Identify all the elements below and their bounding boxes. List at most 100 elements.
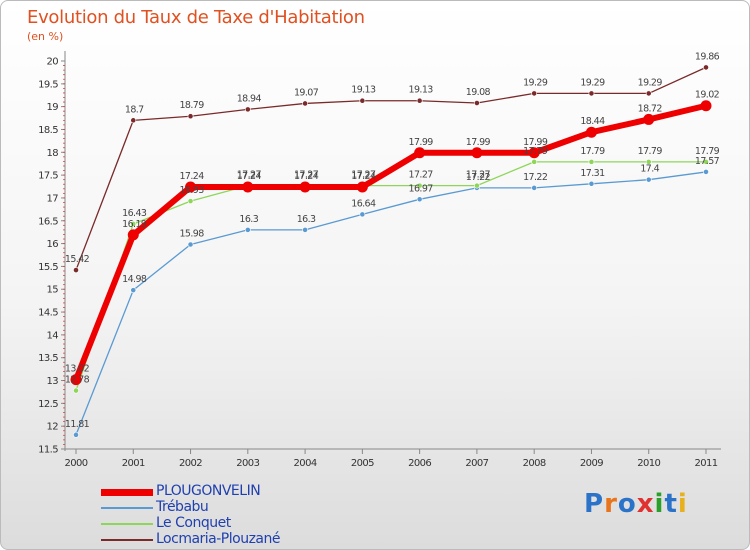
data-label: 18.79 [179, 100, 204, 111]
data-label: 17.24 [179, 171, 204, 182]
logo-letter: o [617, 489, 637, 519]
data-label: 19.29 [638, 77, 663, 88]
data-point [531, 184, 538, 191]
data-point [244, 226, 251, 233]
data-point [185, 181, 197, 193]
data-label: 17.31 [580, 168, 605, 179]
data-label: 17.99 [466, 137, 491, 148]
y-tick-label: 15.5 [38, 262, 58, 273]
legend-swatch [101, 488, 153, 496]
x-tick-label: 2001 [122, 458, 145, 469]
data-label: 19.13 [351, 85, 376, 96]
x-tick-label: 2006 [408, 458, 431, 469]
data-point [416, 196, 423, 203]
data-label: 19.07 [294, 87, 319, 98]
y-tick-label: 11.5 [38, 445, 58, 456]
data-point [359, 211, 366, 218]
data-label: 11.81 [65, 419, 90, 430]
data-label: 17.22 [523, 172, 548, 183]
data-point [703, 64, 709, 71]
data-label: 18.44 [580, 116, 605, 127]
y-tick-label: 19 [46, 102, 58, 113]
logo-letter: x [636, 489, 655, 519]
logo-letter: r [604, 489, 618, 519]
y-tick-label: 14 [46, 330, 58, 341]
data-label: 17.79 [523, 146, 548, 157]
data-label: 19.13 [409, 85, 434, 96]
data-point [416, 97, 423, 104]
data-label: 16.3 [297, 214, 316, 225]
data-point [356, 181, 368, 193]
data-point [414, 147, 426, 159]
data-point [187, 241, 194, 248]
data-point [588, 158, 595, 165]
y-tick-label: 12.5 [38, 399, 58, 410]
series-line-0 [73, 102, 707, 381]
data-point [645, 90, 652, 97]
data-label: 17.57 [695, 156, 720, 167]
data-label: 17.79 [580, 146, 605, 157]
data-point [474, 100, 480, 106]
data-point [645, 176, 652, 183]
series-line-1 [75, 171, 707, 436]
legend-label: Locmaria-Plouzané [156, 531, 281, 547]
data-point [528, 147, 540, 159]
chart-title: Evolution du Taux de Taxe d'Habitation [27, 7, 365, 28]
data-point [127, 229, 139, 241]
legend-label: PLOUGONVELIN [156, 483, 261, 499]
data-label: 17.24 [294, 171, 319, 182]
y-tick-label: 15 [46, 285, 58, 296]
data-label: 16.19 [122, 219, 147, 230]
data-label: 16.43 [122, 208, 147, 219]
data-label: 16.93 [179, 185, 204, 196]
x-tick-label: 2005 [351, 458, 374, 469]
data-label: 19.08 [466, 87, 491, 98]
data-point [359, 97, 366, 104]
data-point [471, 147, 483, 159]
data-label: 17.79 [638, 146, 663, 157]
data-label: 17.4 [640, 164, 659, 175]
logo-letter: i [654, 489, 665, 519]
x-tick-label: 2011 [694, 458, 717, 469]
data-label: 15.42 [65, 254, 90, 265]
data-point [73, 267, 79, 273]
data-point [531, 158, 538, 165]
data-label: 18.94 [237, 93, 262, 104]
y-tick-label: 20 [46, 57, 58, 68]
y-tick-label: 18.5 [38, 125, 58, 136]
data-point [130, 287, 137, 294]
data-label: 17.27 [237, 170, 262, 181]
data-label: 17.27 [294, 170, 319, 181]
series-line-3 [75, 66, 707, 271]
y-tick-label: 16 [46, 239, 58, 250]
data-label: 16.97 [409, 183, 434, 194]
data-point [700, 100, 712, 112]
data-label: 17.99 [409, 137, 434, 148]
data-point [643, 113, 655, 125]
data-point [585, 126, 597, 138]
data-label: 19.02 [695, 90, 720, 101]
data-label: 19.29 [523, 77, 548, 88]
data-label: 12.78 [65, 375, 90, 386]
data-point [474, 182, 480, 189]
x-tick-label: 2000 [64, 458, 87, 469]
data-point [242, 181, 254, 193]
data-label: 17.27 [466, 170, 491, 181]
y-tick-label: 18 [46, 148, 58, 159]
data-point [302, 226, 308, 233]
data-point [588, 90, 595, 97]
data-point [187, 113, 194, 120]
legend-swatch [101, 539, 153, 541]
data-label: 15.98 [179, 229, 204, 240]
x-tick-label: 2010 [637, 458, 660, 469]
data-label: 18.72 [638, 103, 663, 114]
x-tick-label: 2008 [523, 458, 546, 469]
legend-swatch [101, 507, 153, 509]
data-point [73, 387, 79, 394]
y-tick-label: 14.5 [38, 308, 58, 319]
data-label: 17.27 [409, 170, 434, 181]
data-point [302, 100, 308, 107]
data-point [299, 181, 311, 193]
